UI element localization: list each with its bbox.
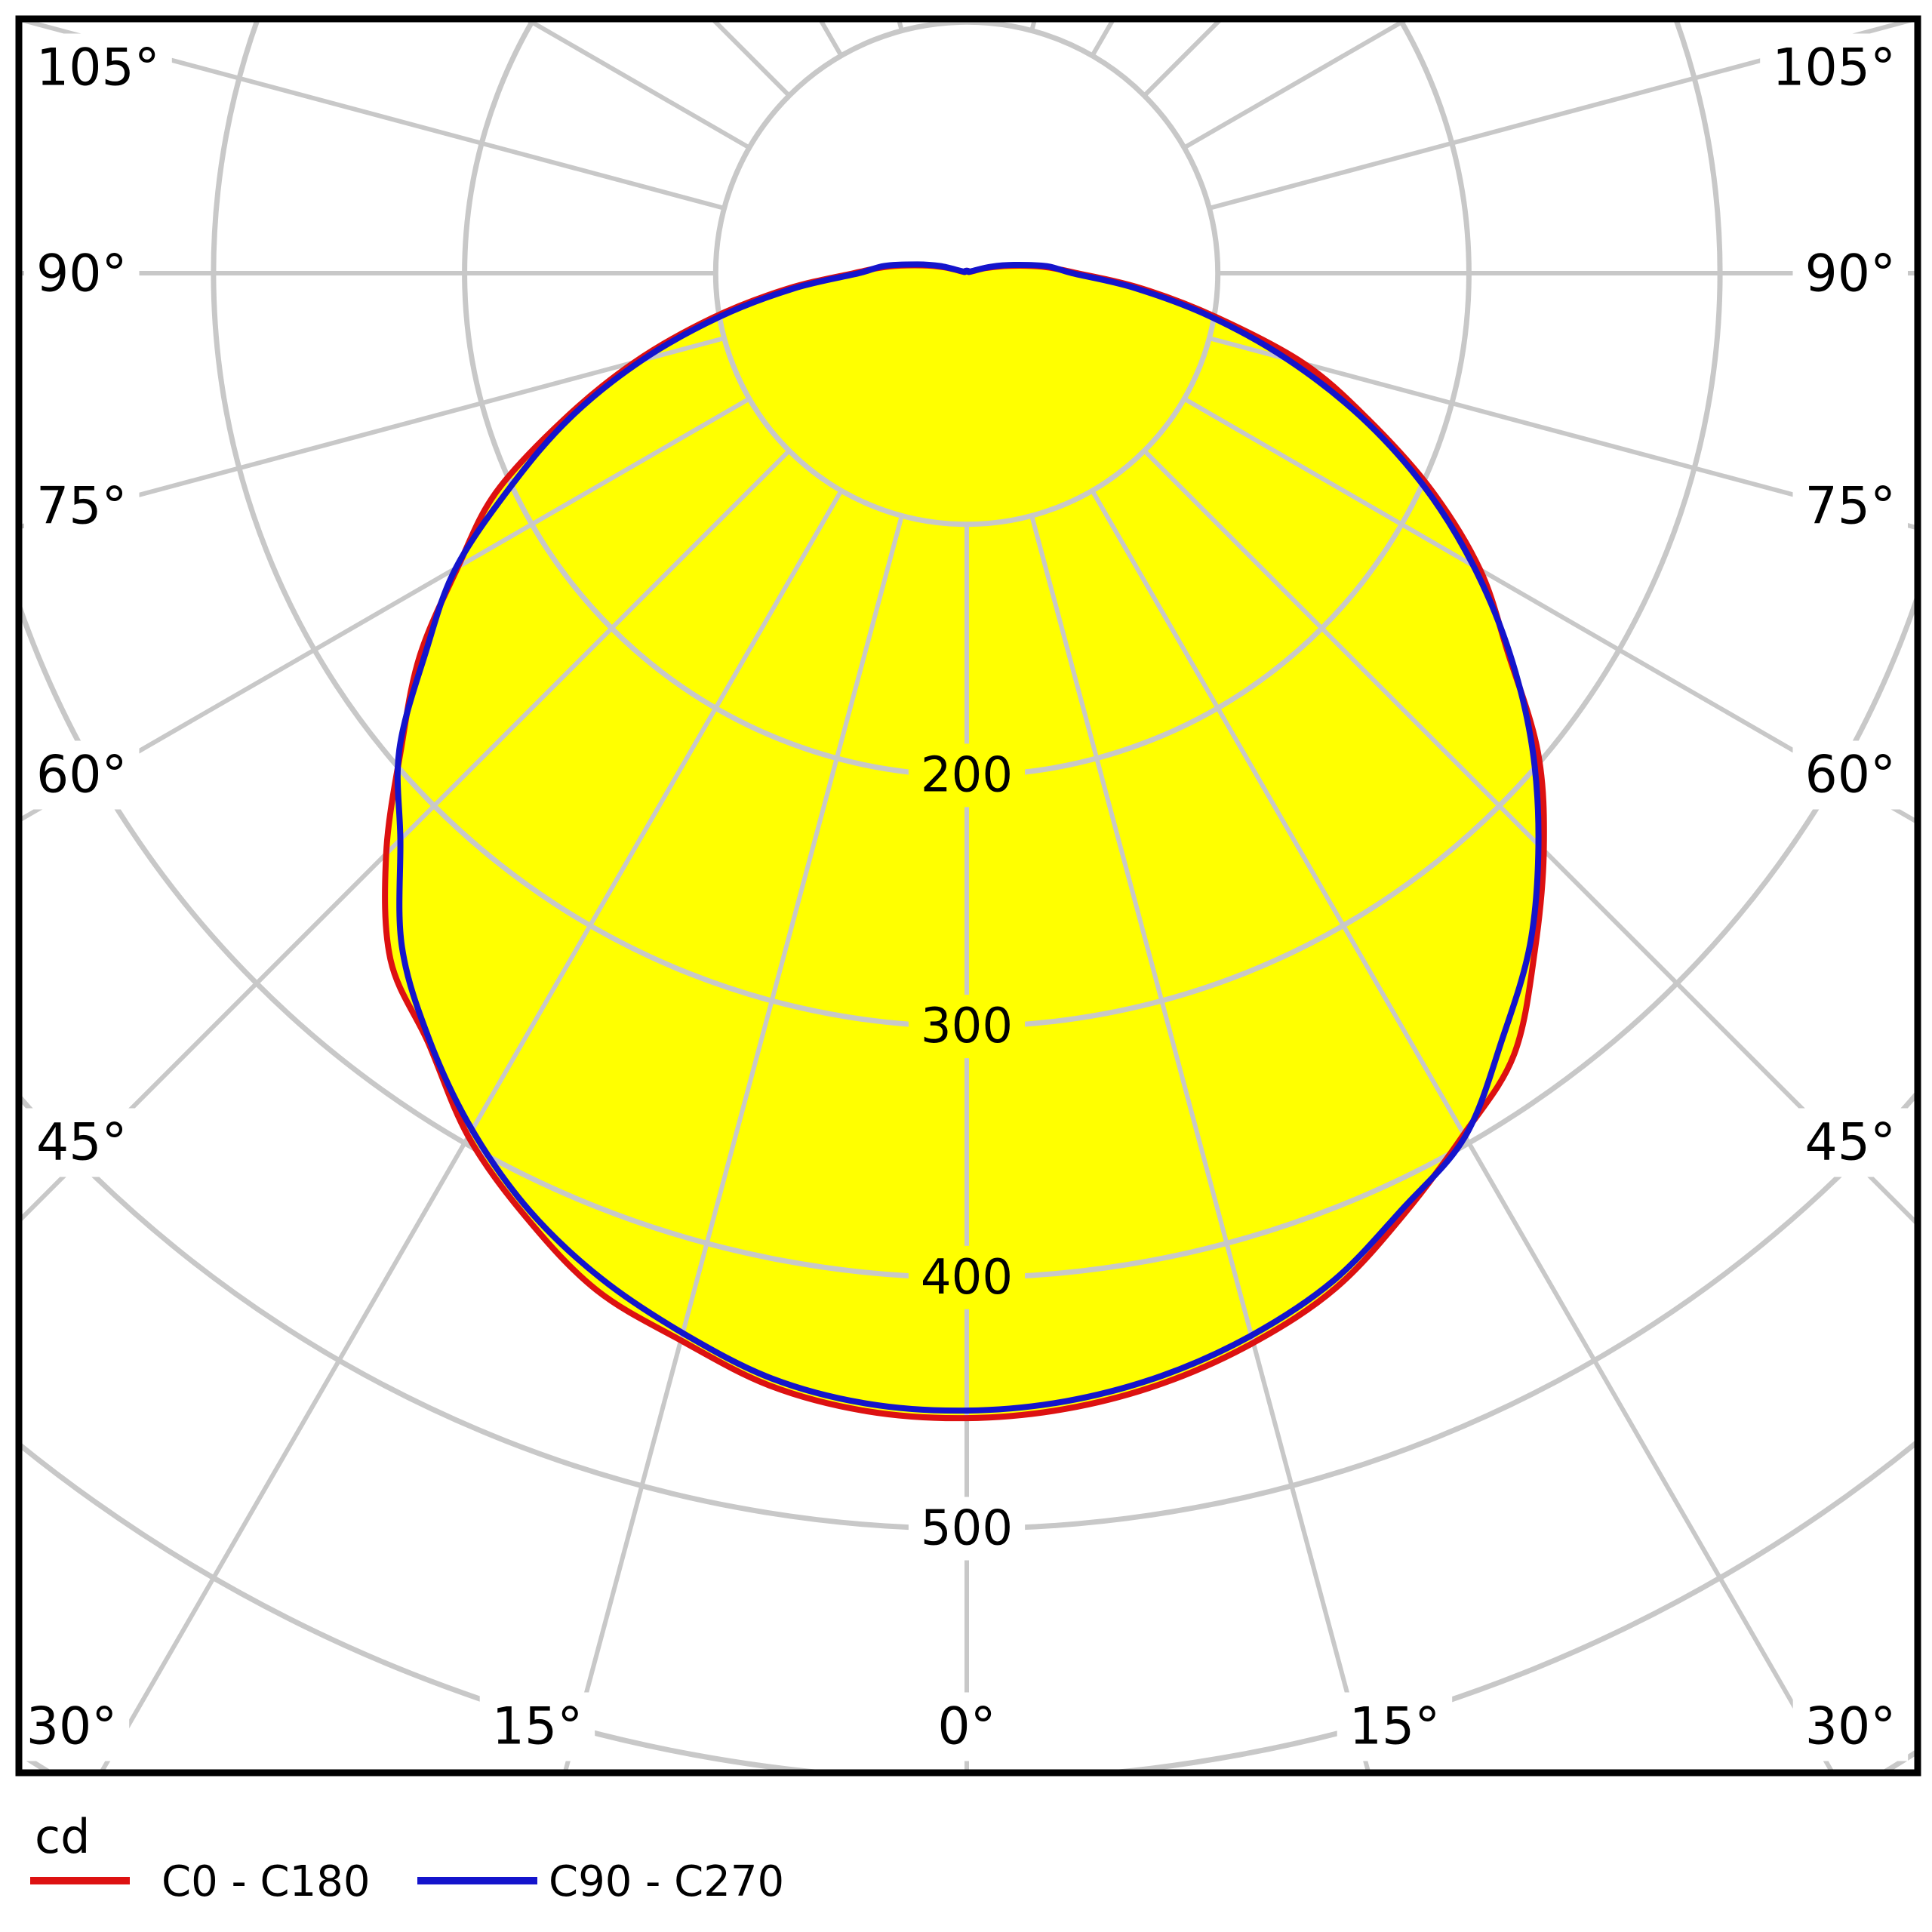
angle-label-90°: 90° [1804, 245, 1896, 304]
angle-label-bg [1337, 1692, 1453, 1761]
angle-label-105°: 105° [36, 38, 160, 98]
angle-label-bg [24, 1108, 140, 1177]
grid-ray-30deg [1090, 489, 1835, 1773]
grid-ray--75deg [19, 336, 725, 530]
grid-ray-75deg [1208, 336, 1918, 531]
legend-label-c90-c270: C90 - C270 [549, 1857, 784, 1906]
radial-tick-label-500: 500 [921, 1501, 1013, 1557]
radial-tick-labels: 200 300 400 500 [908, 743, 1026, 1561]
angle-labels: 105° 90° 75° 60° 45° 105° 90° 75° 60° 45° 30° 15° 0°… [19, 33, 1909, 1761]
radial-tick-label-bg [908, 743, 1026, 808]
grid-ray--165deg [896, 19, 904, 32]
angle-label-bg [24, 472, 140, 541]
grid-ray-15deg [1029, 515, 1371, 1773]
radial-tick-label-400: 400 [921, 1250, 1013, 1306]
angle-label-bg [479, 1692, 595, 1761]
angle-label-bg [1792, 740, 1908, 810]
grid-ray-45deg [1143, 449, 1918, 1228]
angle-label-30°: 30° [26, 1697, 118, 1757]
grid-ray-165deg [1029, 19, 1038, 32]
angle-label-15°: 15° [1349, 1697, 1441, 1757]
radial-tick-label-bg [908, 1497, 1026, 1561]
angle-label-bg [925, 1692, 1008, 1761]
angle-label-bg [1760, 33, 1908, 103]
angle-label-bg [1792, 239, 1908, 309]
angle-label-30°: 30° [1805, 1697, 1897, 1757]
grid-ray--30deg [98, 489, 844, 1773]
angle-label-75°: 75° [36, 477, 128, 537]
grid-ray--15deg [562, 515, 904, 1773]
angle-label-0°: 0° [937, 1697, 995, 1757]
legend-label-c0-c180: C0 - C180 [162, 1857, 371, 1906]
angle-label-45°: 45° [1804, 1113, 1896, 1173]
angle-label-45°: 45° [36, 1113, 128, 1173]
angle-label-75°: 75° [1804, 477, 1896, 537]
grid-ray-105deg [1208, 19, 1918, 211]
plot-frame [15, 15, 1921, 1777]
angle-label-bg [1792, 1692, 1909, 1761]
radial-tick-label-300: 300 [921, 998, 1013, 1054]
frame-border [15, 15, 1921, 1777]
angle-label-bg [24, 239, 140, 309]
legend: cd C0 - C180 C90 - C270 [30, 1809, 784, 1906]
curve-c90-c270 [394, 261, 1542, 1414]
angle-label-bg [1792, 472, 1908, 541]
angle-label-15°: 15° [492, 1697, 583, 1757]
radial-tick-label-bg [908, 1245, 1026, 1309]
angle-label-60°: 60° [36, 746, 128, 805]
angle-label-105°: 105° [1772, 38, 1896, 98]
angle-label-bg [24, 740, 140, 810]
radial-tick-label-200: 200 [921, 747, 1013, 803]
angle-label-60°: 60° [1804, 746, 1896, 805]
angle-label-bg [1792, 1108, 1908, 1177]
grid-ray--105deg [19, 19, 725, 211]
legend-unit-label: cd [35, 1809, 90, 1864]
angle-label-bg [24, 33, 172, 103]
angle-label-90°: 90° [36, 245, 128, 304]
grid-ray--45deg [19, 449, 791, 1225]
angle-label-bg [19, 1692, 130, 1761]
radial-tick-label-bg [908, 995, 1026, 1059]
